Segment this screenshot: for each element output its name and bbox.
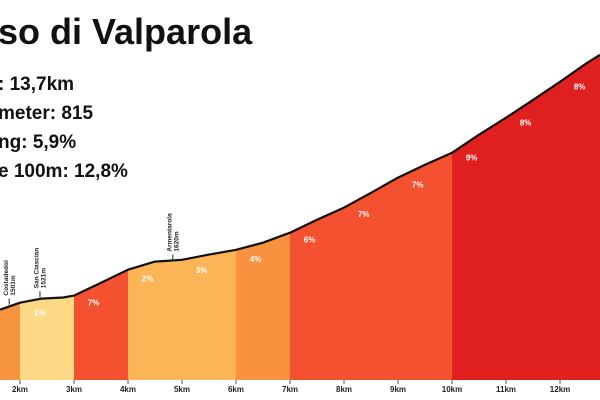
stat-line: meter: 815 bbox=[0, 103, 93, 124]
x-tick-label: 8km bbox=[336, 385, 352, 394]
grade-segment bbox=[398, 152, 453, 380]
grade-label: 7% bbox=[358, 210, 370, 219]
grade-label: 6% bbox=[304, 236, 316, 245]
stat-line: ng: 5,9% bbox=[0, 132, 76, 153]
x-tick-label: 6km bbox=[228, 385, 244, 394]
grade-label: 8% bbox=[520, 119, 532, 128]
x-tick-label: 7km bbox=[282, 385, 298, 394]
grade-segment bbox=[181, 249, 237, 380]
x-tick-label: 9km bbox=[390, 385, 406, 394]
grade-segment bbox=[127, 259, 182, 380]
waypoint-name: Costadedoi bbox=[3, 260, 10, 296]
x-tick-label: 5km bbox=[174, 385, 190, 394]
profile-line bbox=[0, 53, 600, 311]
grade-segment bbox=[19, 295, 74, 380]
grade-segment bbox=[0, 302, 20, 380]
waypoint-label: Armentarola 1620m bbox=[167, 213, 181, 252]
waypoint-elevation: 1620m bbox=[174, 231, 181, 251]
x-tick-label: 4km bbox=[120, 385, 136, 394]
x-tick-label: 10km bbox=[442, 385, 462, 394]
grade-segment bbox=[73, 269, 128, 380]
grade-label: 1% bbox=[34, 309, 46, 318]
waypoint-label: San Ciascian 1521m bbox=[34, 248, 48, 288]
grade-segment bbox=[290, 207, 345, 380]
grade-label: 8% bbox=[574, 82, 586, 91]
waypoint-elevation: 1501m bbox=[10, 275, 17, 295]
x-tick-label: 11km bbox=[496, 385, 516, 394]
grade-label: 2% bbox=[142, 275, 154, 284]
grade-label: 3% bbox=[196, 266, 208, 275]
waypoint-name: San Ciascian bbox=[34, 248, 41, 288]
waypoint-elevation: 1521m bbox=[41, 268, 48, 288]
x-tick-label: 12km bbox=[550, 385, 570, 394]
grade-segment bbox=[560, 54, 600, 381]
grade-label: 9% bbox=[466, 154, 478, 163]
grade-segment bbox=[344, 177, 399, 380]
x-tick-label: 3km bbox=[66, 385, 82, 394]
stat-line: : 13,7km bbox=[0, 74, 74, 95]
grade-label: 4% bbox=[250, 255, 262, 264]
grade-segment bbox=[506, 81, 561, 380]
grade-segment bbox=[452, 117, 507, 381]
x-tick-label: 2km bbox=[12, 385, 28, 394]
stat-line: e 100m: 12,8% bbox=[0, 161, 128, 182]
waypoint-label: Costadedoi 1501m bbox=[3, 260, 17, 296]
grade-label: 7% bbox=[88, 299, 100, 308]
chart-title: so di Valparola bbox=[0, 11, 253, 52]
grade-label: 7% bbox=[412, 181, 424, 190]
waypoint-name: Armentarola bbox=[167, 213, 174, 252]
grade-segment bbox=[236, 232, 291, 380]
